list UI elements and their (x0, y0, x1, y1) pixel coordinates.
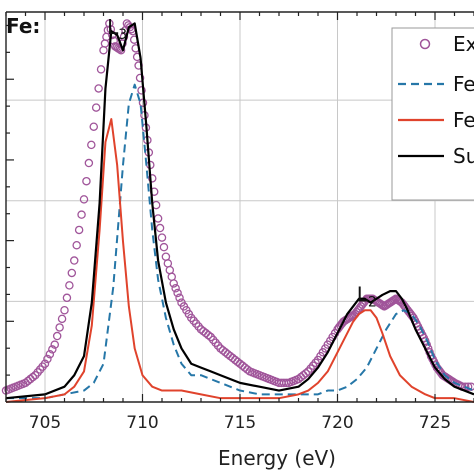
x-tick-label: 715 (224, 413, 256, 433)
data-point (147, 174, 157, 183)
series-sum (5, 22, 474, 400)
data-point (169, 279, 178, 288)
data-point (67, 268, 77, 278)
legend-label: Fe (453, 108, 474, 132)
series-fe-solid (5, 118, 474, 403)
data-point (62, 293, 72, 303)
data-point (28, 372, 38, 382)
legend: Ex Fe Fe Su (391, 27, 474, 201)
data-point (171, 283, 180, 293)
data-point (48, 345, 57, 354)
data-point (91, 103, 101, 112)
l3-peak-label: L3 (107, 15, 127, 43)
data-point (135, 73, 145, 83)
data-point (57, 314, 67, 324)
data-point (70, 256, 79, 265)
data-point (173, 288, 182, 298)
legend-label: Fe (453, 72, 474, 96)
data-point (50, 340, 60, 349)
data-point (84, 158, 94, 168)
data-point (390, 295, 399, 304)
data-point (74, 225, 84, 235)
data-point (159, 242, 169, 252)
data-point (463, 382, 473, 391)
legend-marker (419, 38, 431, 50)
data-point (40, 359, 50, 369)
x-tick-label: 720 (321, 413, 353, 433)
data-point (96, 65, 106, 74)
legend-label: Su (453, 144, 474, 168)
x-tick-label: 725 (419, 413, 451, 433)
l2-peak-label: L2 (357, 282, 377, 310)
data-point (65, 281, 74, 290)
data-point (79, 195, 89, 204)
data-point (94, 84, 103, 93)
data-point (99, 45, 108, 55)
data-point (100, 39, 110, 48)
data-point (301, 369, 311, 378)
data-point (72, 240, 81, 250)
data-point (105, 19, 114, 28)
data-point (175, 293, 184, 303)
data-point (77, 210, 86, 219)
data-point (82, 176, 91, 186)
data-point (153, 214, 163, 223)
data-point (204, 330, 213, 340)
plot-area (1, 19, 474, 403)
data-point (45, 349, 55, 359)
data-point (52, 331, 62, 341)
data-point (157, 233, 167, 242)
axes: 705 710 715 720 725 (5, 11, 474, 433)
x-tick-label: 705 (29, 413, 61, 433)
panel-label: Fe: (6, 14, 40, 38)
data-point (87, 140, 96, 150)
data-point (155, 223, 165, 233)
x-tick-label: 710 (126, 413, 158, 433)
legend-box (391, 27, 474, 201)
data-point (60, 305, 69, 315)
data-point (89, 122, 99, 131)
data-point (137, 86, 146, 95)
legend-label: Ex (453, 32, 474, 56)
series-fe-dashed (6, 83, 474, 400)
x-axis-label: Energy (eV) (218, 446, 336, 470)
data-point (55, 323, 64, 332)
data-point (378, 301, 388, 310)
data-point (43, 354, 52, 364)
